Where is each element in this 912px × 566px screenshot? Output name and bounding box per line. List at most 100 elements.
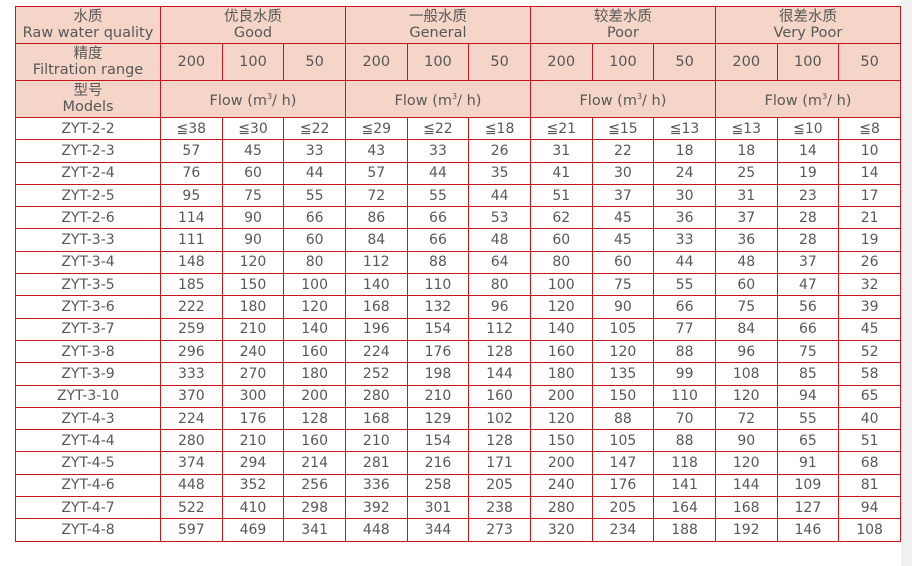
flow-cell: 333 xyxy=(160,362,223,386)
group-header: 一般水质 General xyxy=(344,6,531,44)
flow-cell: 469 xyxy=(221,518,285,542)
flow-cell: 60 xyxy=(529,228,593,252)
flow-cell: 33 xyxy=(406,139,470,163)
flow-cell: 37 xyxy=(591,183,655,208)
group-header: 优良水质 Good xyxy=(160,6,346,44)
flow-cell: 168 xyxy=(714,496,778,520)
table-row: ZYT-3-9 333 270 180 252 198 144 180 135 99 108 85 58 xyxy=(15,362,901,386)
flow-cell: 210 xyxy=(221,429,285,453)
flow-cell: 238 xyxy=(468,496,531,520)
flow-cell: 301 xyxy=(406,496,470,520)
flow-cell: 180 xyxy=(529,362,593,386)
range-value: 50 xyxy=(838,43,901,81)
flow-cell: 44 xyxy=(468,183,531,208)
range-value: 50 xyxy=(468,43,531,81)
flow-cell: 100 xyxy=(283,273,346,297)
flow-cell: 135 xyxy=(591,362,655,386)
flow-cell: 392 xyxy=(344,496,408,520)
flow-cell: 210 xyxy=(344,429,408,453)
table-row: ZYT-2-5 95 75 55 72 55 44 51 37 30 31 23 17 xyxy=(15,183,901,208)
flow-cell: 176 xyxy=(221,406,285,431)
flow-unit-label: Flow (m3/ h) xyxy=(160,80,346,118)
range-value: 100 xyxy=(776,43,840,81)
flow-cell: 39 xyxy=(838,295,901,319)
flow-cell: 344 xyxy=(406,518,470,542)
flow-cell: 30 xyxy=(653,183,716,208)
flow-cell: 176 xyxy=(591,473,655,498)
table-row: ZYT-3-3 111 90 60 84 66 48 60 45 33 36 28 19 xyxy=(15,228,901,252)
flow-cell: 66 xyxy=(653,295,716,319)
models-label-cn: 型号 xyxy=(73,83,103,99)
flow-unit-label: Flow (m3/ h) xyxy=(529,80,716,118)
flow-cell: 72 xyxy=(344,183,408,208)
model-cell: ZYT-4-4 xyxy=(15,429,161,453)
flow-cell: 109 xyxy=(776,473,840,498)
flow-cell: 154 xyxy=(406,317,470,341)
flow-cell: 160 xyxy=(529,339,593,364)
flow-cell: 90 xyxy=(221,206,285,230)
flow-text: Flow (m xyxy=(764,93,822,109)
flow-cell: 88 xyxy=(406,250,470,275)
flow-cell: 128 xyxy=(468,339,531,364)
table-row: ZYT-3-7 259 210 140 196 154 112 140 105 77 84 66 45 xyxy=(15,317,901,341)
flow-cell: ≦13 xyxy=(714,116,778,141)
flow-text: Flow (m xyxy=(209,93,268,109)
flow-cell: 88 xyxy=(653,339,716,364)
flow-cell: 65 xyxy=(838,384,901,408)
quality-label: 水质 Raw water quality xyxy=(15,6,161,44)
flow-cell: 296 xyxy=(160,339,223,364)
table-row: ZYT-4-6 448 352 256 336 258 205 240 176 141 144 109… xyxy=(15,473,901,498)
flow-cell: 110 xyxy=(406,273,470,297)
flow-cell: 298 xyxy=(283,496,346,520)
flow-cell: 18 xyxy=(653,139,716,163)
flow-cell: 127 xyxy=(776,496,840,520)
flow-text-post: / h) xyxy=(457,93,482,109)
model-cell: ZYT-3-9 xyxy=(15,362,161,386)
flow-cell: ≦22 xyxy=(406,116,470,141)
flow-cell: ≦13 xyxy=(653,116,716,141)
models-label-en: Models xyxy=(62,99,114,115)
flow-cell: 341 xyxy=(283,518,346,542)
flow-cell: 120 xyxy=(529,406,593,431)
flow-cell: 66 xyxy=(776,317,840,341)
flow-cell: 164 xyxy=(653,496,716,520)
table-row: ZYT-2-2 ≦38 ≦30 ≦22 ≦29 ≦22 ≦18 ≦21 ≦15 ≦13 ≦13 ≦10… xyxy=(15,116,901,141)
header-row-quality: 水质 Raw water quality 优良水质 Good 一般水质 General 较… xyxy=(15,6,902,44)
flow-cell: 90 xyxy=(221,228,285,252)
model-cell: ZYT-4-6 xyxy=(15,473,161,498)
flow-cell: 55 xyxy=(406,183,470,208)
flow-cell: 96 xyxy=(468,295,531,319)
flow-cell: 252 xyxy=(344,362,408,386)
flow-cell: 128 xyxy=(283,406,346,431)
flow-cell: 81 xyxy=(838,473,901,498)
flow-cell: 300 xyxy=(221,384,285,408)
flow-cell: 144 xyxy=(468,362,531,386)
flow-cell: 88 xyxy=(653,429,716,453)
flow-cell: ≦29 xyxy=(344,116,408,141)
flow-cell: ≦18 xyxy=(468,116,531,141)
flow-cell: 205 xyxy=(468,473,531,498)
table-row: ZYT-3-10 370 300 200 280 210 160 200 150 110 120 94… xyxy=(15,384,901,408)
flow-cell: 105 xyxy=(591,317,655,341)
flow-cell: 216 xyxy=(406,451,470,475)
table-row: ZYT-4-3 224 176 128 168 129 102 120 88 70 72 55 40 xyxy=(15,406,901,431)
flow-cell: 65 xyxy=(776,429,840,453)
flow-cell: 19 xyxy=(838,228,901,252)
flow-cell: 52 xyxy=(838,339,901,364)
flow-cell: 256 xyxy=(283,473,346,498)
flow-sup: 3 xyxy=(451,92,458,101)
flow-cell: 90 xyxy=(591,295,655,319)
flow-cell: 23 xyxy=(776,183,840,208)
flow-cell: 35 xyxy=(468,161,531,185)
table-row: ZYT-3-5 185 150 100 140 110 80 100 75 55 60 47 32 xyxy=(15,273,901,297)
group-name-cn: 很差水质 xyxy=(778,9,837,25)
flow-cell: 168 xyxy=(344,406,408,431)
flow-cell: 44 xyxy=(406,161,470,185)
range-value: 200 xyxy=(160,43,223,81)
model-cell: ZYT-3-3 xyxy=(15,228,161,252)
scrollbar-track[interactable] xyxy=(901,0,912,566)
flow-cell: 55 xyxy=(776,406,840,431)
flow-cell: 128 xyxy=(468,429,531,453)
flow-cell: 10 xyxy=(838,139,901,163)
table-row: ZYT-3-8 296 240 160 224 176 128 160 120 88 96 75 52 xyxy=(15,339,901,364)
